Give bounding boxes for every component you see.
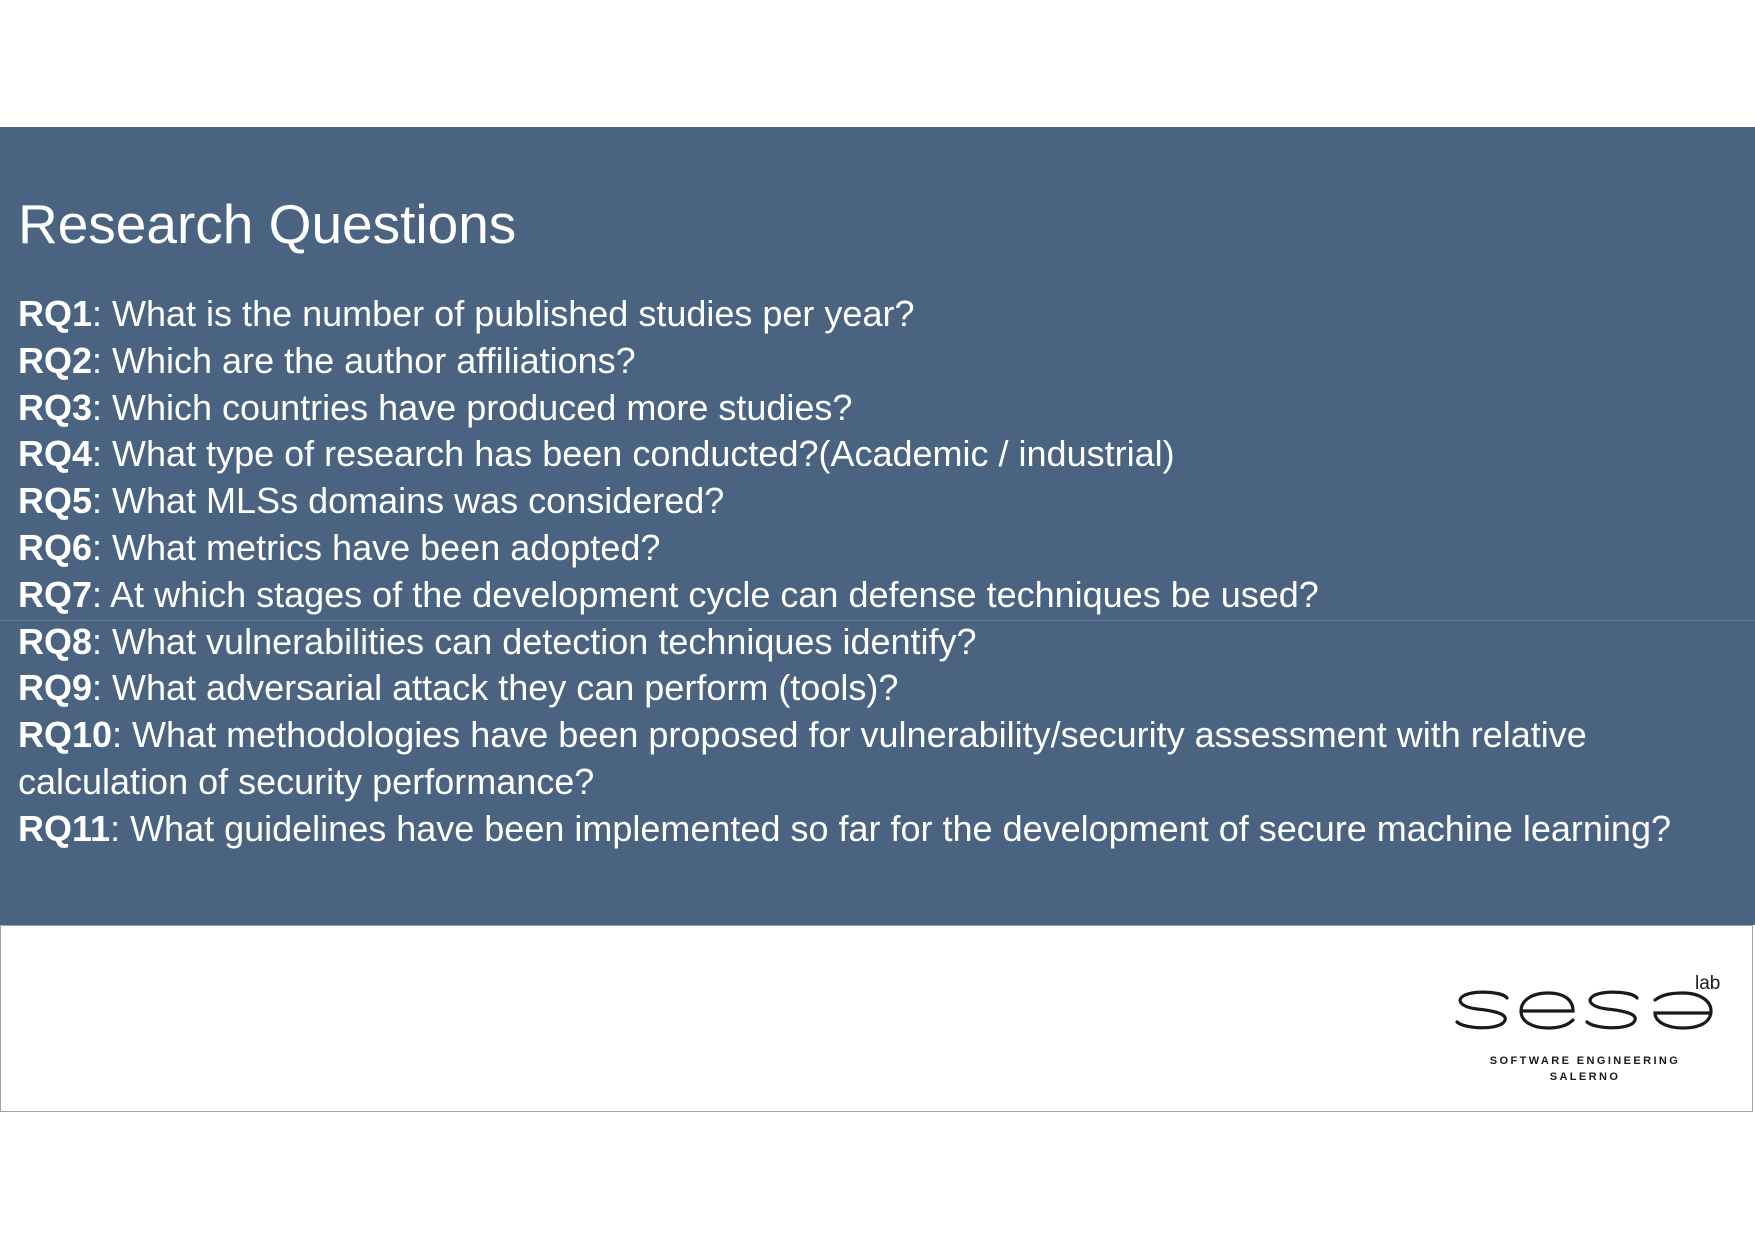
question-id: RQ3 [18,386,93,428]
question-id: RQ8 [18,620,93,662]
research-question-rq5: RQ5: What MLSs domains was considered? [18,478,1718,525]
band-divider [0,620,1755,621]
question-id: RQ2 [18,339,93,381]
research-question-rq4: RQ4: What type of research has been cond… [18,431,1718,478]
sesa-lab-logo: lab SOFTWARE ENGINEERING SALERNO [1455,973,1720,1083]
research-question-rq9: RQ9: What adversarial attack they can pe… [18,665,1718,712]
research-questions-list: RQ1: What is the number of published stu… [18,291,1718,853]
question-text: : At which stages of the development cyc… [92,573,1319,615]
research-question-rq6: RQ6: What metrics have been adopted? [18,525,1718,572]
logo-lab-superscript: lab [1695,973,1720,994]
question-text: : What adversarial attack they can perfo… [92,667,899,709]
question-text: : Which countries have produced more stu… [92,386,853,428]
question-text: : What is the number of published studie… [92,293,915,334]
research-question-rq3: RQ3: Which countries have produced more … [18,385,1718,432]
research-question-rq8: RQ8: What vulnerabilities can detection … [18,619,1718,666]
research-question-rq11: RQ11: What guidelines have been implemen… [18,806,1718,853]
question-text: : Which are the author affiliations? [92,339,636,381]
question-text: : What methodologies have been proposed … [18,714,1587,802]
logo-subtitle-line2: SALERNO [1550,1071,1621,1083]
question-id: RQ4 [18,433,93,475]
question-id: RQ9 [18,667,93,709]
question-id: RQ10 [18,714,113,756]
content-band: Research Questions RQ1: What is the numb… [0,127,1755,925]
research-question-rq7: RQ7: At which stages of the development … [18,572,1718,619]
question-id: RQ5 [18,480,93,522]
question-id: RQ7 [18,573,93,615]
question-text: : What type of research has been conduct… [92,433,1175,475]
question-text: : What guidelines have been implemented … [110,807,1671,849]
research-question-rq10: RQ10: What methodologies have been propo… [18,712,1718,806]
slide-title: Research Questions [18,193,517,255]
question-id: RQ6 [18,526,93,568]
logo-subtitle-line1: SOFTWARE ENGINEERING [1490,1055,1680,1067]
question-text: : What metrics have been adopted? [92,526,661,568]
footer-box [0,925,1753,1112]
research-question-rq1: RQ1: What is the number of published stu… [18,291,1718,338]
question-text: : What MLSs domains was considered? [92,480,725,522]
question-id: RQ1 [18,293,93,334]
sesa-wordmark [1455,990,1713,1030]
question-text: : What vulnerabilities can detection tec… [92,620,977,662]
research-question-rq2: RQ2: Which are the author affiliations? [18,338,1718,385]
question-id: RQ11 [18,807,111,849]
